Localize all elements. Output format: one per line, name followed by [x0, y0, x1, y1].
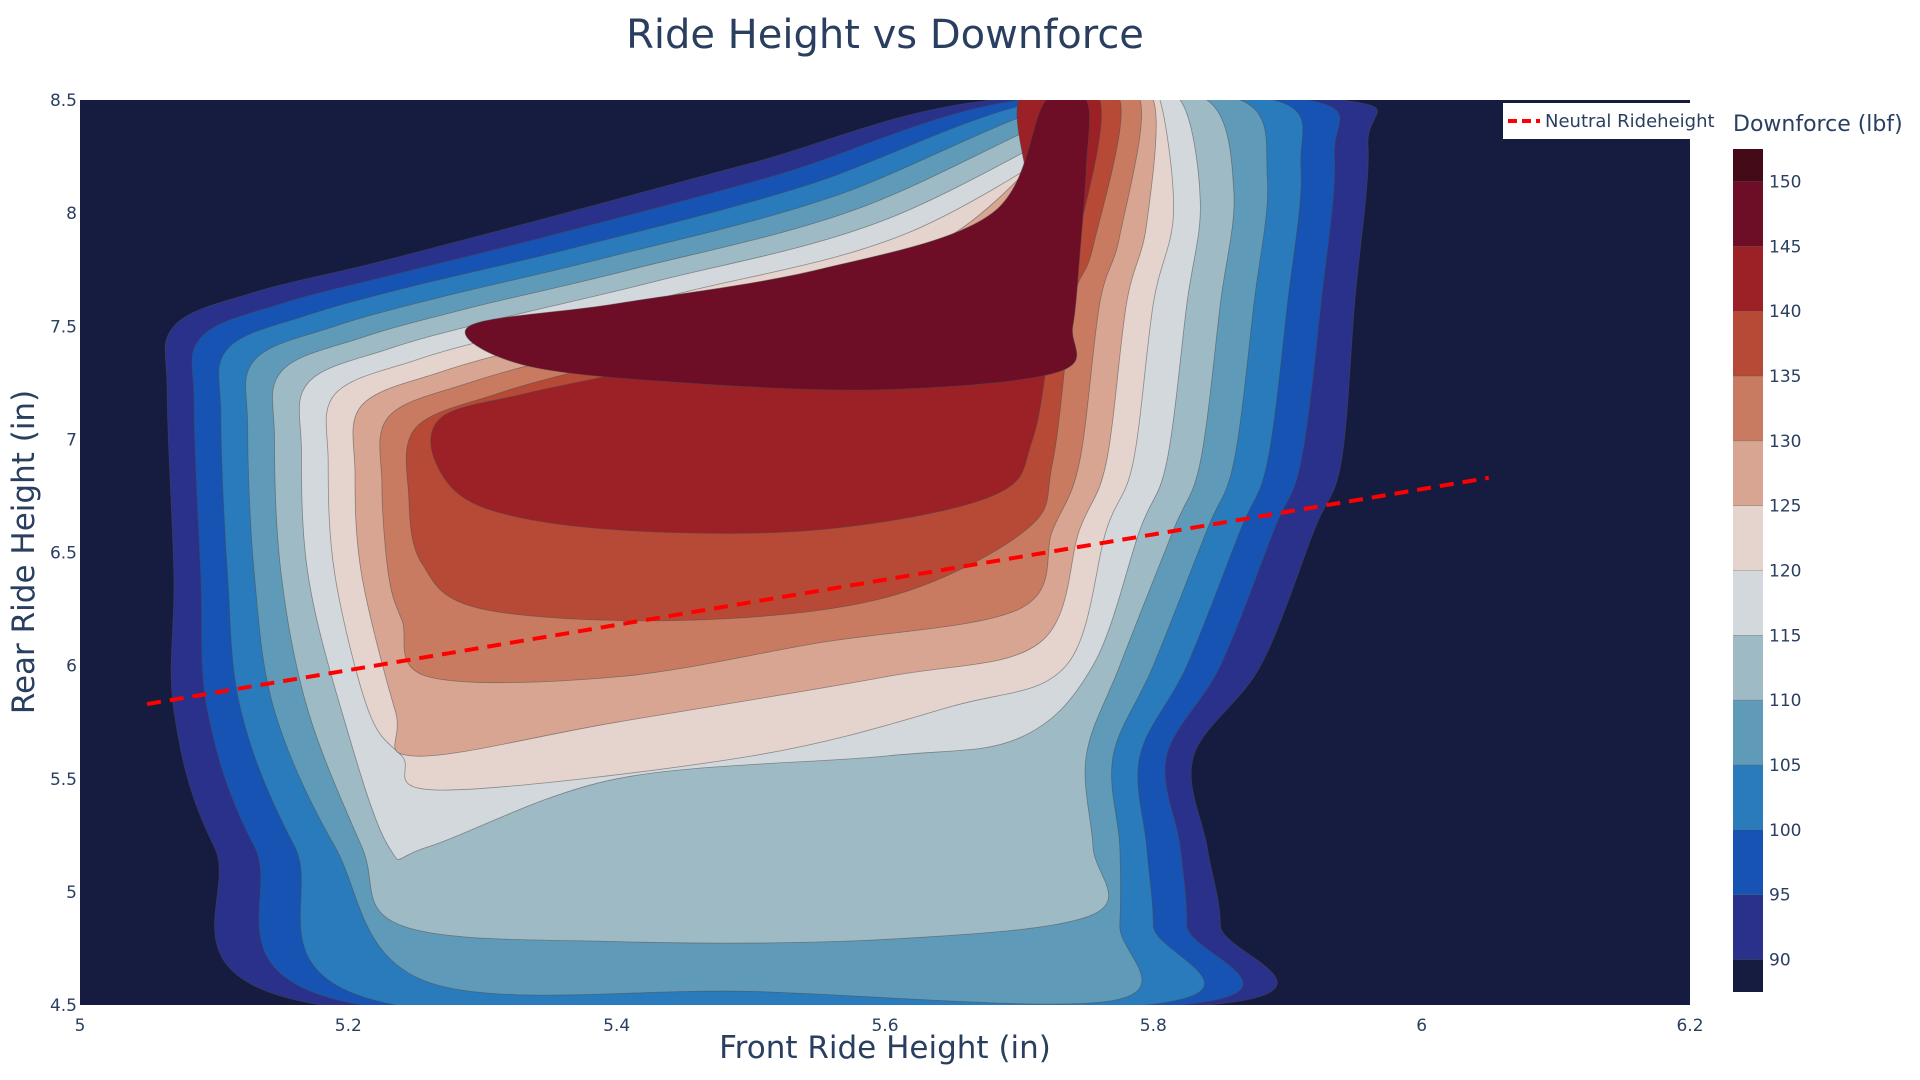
y-tick-label: 8	[66, 204, 77, 224]
contour-layers	[164, 100, 1378, 1005]
y-tick-label: 8.5	[50, 91, 77, 111]
contour-level-145	[464, 100, 1090, 391]
legend[interactable]: Neutral Rideheight	[1503, 103, 1725, 139]
x-tick-label: 5.8	[1140, 1016, 1167, 1036]
colorbar-band	[1733, 246, 1763, 312]
y-axis-ticks: 4.5 5 5.5 6 6.5 7 7.5 8 8.5	[50, 91, 77, 1016]
colorbar-band	[1733, 959, 1763, 992]
colorbar-ticks: 90 95 100 105 110 115 120 125 130 135 140 145 150	[1769, 172, 1801, 970]
y-tick-label: 5.5	[50, 770, 77, 790]
colorbar-band	[1733, 505, 1763, 571]
colorbar-tick-label: 150	[1769, 172, 1801, 192]
y-tick-label: 7.5	[50, 317, 77, 337]
neutral-rideheight-line	[146, 475, 1490, 707]
colorbar-band	[1733, 700, 1763, 766]
colorbar-band	[1733, 570, 1763, 636]
y-tick-label: 4.5	[50, 996, 77, 1016]
plot-area	[80, 100, 1690, 1005]
x-tick-label: 5.2	[335, 1016, 362, 1036]
colorbar	[1733, 149, 1763, 992]
colorbar-tick-label: 125	[1769, 497, 1801, 517]
y-tick-label: 6	[66, 657, 77, 677]
colorbar-band	[1733, 181, 1763, 247]
x-tick-label: 5.4	[603, 1016, 630, 1036]
colorbar-band	[1733, 149, 1763, 182]
colorbar-band	[1733, 894, 1763, 960]
colorbar-tick-label: 115	[1769, 626, 1801, 646]
chart-title: Ride Height vs Downforce	[626, 12, 1144, 58]
x-tick-label: 5	[75, 1016, 86, 1036]
colorbar-tick-label: 120	[1769, 562, 1801, 582]
colorbar-band	[1733, 440, 1763, 506]
colorbar-title: Downforce (lbf)	[1733, 112, 1903, 137]
colorbar-tick-label: 105	[1769, 756, 1801, 776]
colorbar-tick-label: 100	[1769, 821, 1801, 841]
colorbar-tick-label: 90	[1769, 951, 1791, 971]
y-tick-label: 7	[66, 430, 77, 450]
colorbar-band	[1733, 635, 1763, 701]
y-tick-label: 5	[66, 883, 77, 903]
colorbar-band	[1733, 765, 1763, 830]
x-tick-label: 6	[1416, 1016, 1427, 1036]
y-axis-title: Rear Ride Height (in)	[6, 390, 42, 714]
x-axis-ticks: 5 5.2 5.4 5.6 5.8 6 6.2	[75, 1016, 1704, 1036]
colorbar-band	[1733, 829, 1763, 895]
colorbar-tick-label: 135	[1769, 367, 1801, 387]
colorbar-tick-label: 110	[1769, 691, 1801, 711]
x-axis-title: Front Ride Height (in)	[719, 1030, 1051, 1066]
legend-label: Neutral Rideheight	[1545, 111, 1715, 132]
x-tick-label: 5.6	[871, 1016, 898, 1036]
x-tick-label: 6.2	[1676, 1016, 1703, 1036]
colorbar-tick-label: 145	[1769, 237, 1801, 257]
colorbar-tick-label: 140	[1769, 302, 1801, 322]
colorbar-band	[1733, 375, 1763, 441]
colorbar-band	[1733, 311, 1763, 376]
colorbar-tick-label: 130	[1769, 432, 1801, 452]
y-tick-label: 6.5	[50, 544, 77, 564]
colorbar-tick-label: 95	[1769, 886, 1791, 906]
